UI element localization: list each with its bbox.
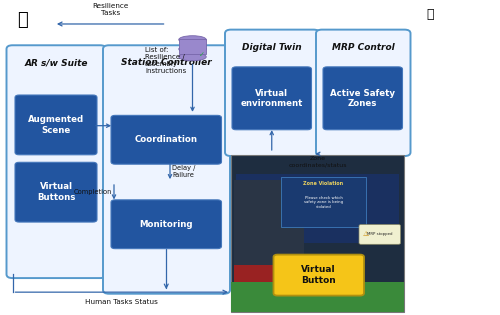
FancyBboxPatch shape (103, 45, 230, 294)
Ellipse shape (179, 36, 206, 43)
FancyBboxPatch shape (232, 67, 312, 130)
Text: MRP stopped: MRP stopped (367, 232, 393, 236)
Text: List of:
Resilience /
assembly
instructions: List of: Resilience / assembly instructi… (145, 48, 186, 74)
FancyBboxPatch shape (15, 95, 97, 155)
Text: Active Safety
Zones: Active Safety Zones (330, 89, 395, 108)
FancyBboxPatch shape (225, 30, 320, 156)
FancyBboxPatch shape (111, 200, 222, 249)
Text: Coordination: Coordination (135, 135, 198, 144)
FancyBboxPatch shape (236, 174, 400, 243)
Text: MRP Control: MRP Control (332, 43, 394, 52)
Text: ⚠: ⚠ (363, 231, 369, 237)
FancyBboxPatch shape (316, 30, 410, 156)
Text: Augmented
Scene: Augmented Scene (28, 115, 84, 135)
Text: Virtual
environment: Virtual environment (240, 89, 303, 108)
FancyBboxPatch shape (111, 115, 222, 164)
FancyBboxPatch shape (359, 225, 401, 244)
Text: Zone
coordinates/status: Zone coordinates/status (288, 156, 347, 167)
FancyBboxPatch shape (274, 255, 364, 295)
Text: 🤖: 🤖 (426, 8, 434, 21)
Ellipse shape (179, 53, 206, 61)
Text: Virtual
Buttons: Virtual Buttons (37, 182, 75, 202)
Text: Human Tasks Status: Human Tasks Status (86, 299, 158, 305)
Text: 👷: 👷 (17, 11, 28, 30)
FancyBboxPatch shape (281, 177, 366, 227)
Text: Please check which
safety zone is being
violated: Please check which safety zone is being … (304, 196, 343, 209)
Text: ✓: ✓ (198, 52, 204, 58)
FancyBboxPatch shape (179, 39, 206, 54)
Text: Monitoring: Monitoring (140, 220, 193, 229)
FancyBboxPatch shape (234, 180, 304, 281)
Text: AR s/w Suite: AR s/w Suite (24, 58, 88, 67)
Text: Completion: Completion (74, 189, 112, 195)
Text: Zone Violation: Zone Violation (304, 181, 344, 186)
Text: Resilience
Tasks: Resilience Tasks (92, 3, 128, 16)
Text: Digital Twin: Digital Twin (242, 43, 302, 52)
FancyBboxPatch shape (323, 67, 402, 130)
FancyBboxPatch shape (231, 155, 404, 312)
Ellipse shape (179, 45, 206, 53)
FancyBboxPatch shape (6, 45, 106, 278)
FancyBboxPatch shape (15, 162, 97, 222)
Text: Virtual
Button: Virtual Button (302, 266, 336, 285)
FancyBboxPatch shape (231, 282, 404, 312)
Text: Delay /
Failure: Delay / Failure (172, 165, 196, 178)
FancyBboxPatch shape (234, 265, 304, 287)
Text: Station Controller: Station Controller (121, 58, 212, 67)
